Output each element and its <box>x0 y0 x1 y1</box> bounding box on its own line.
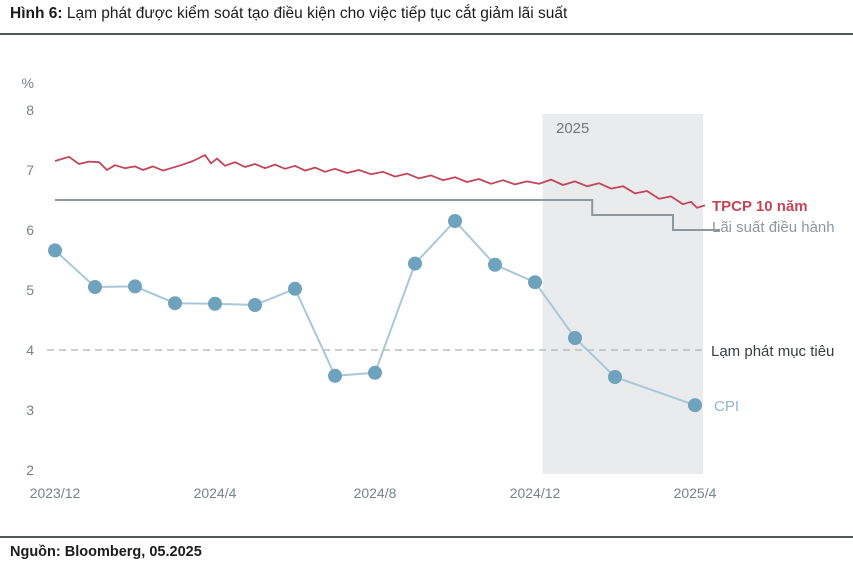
x-tick-label: 2025/4 <box>673 485 717 501</box>
y-tick-label: 5 <box>26 282 34 298</box>
cpi-line <box>54 219 696 407</box>
y-tick-label: 4 <box>26 342 34 358</box>
series-label-cpi: CPI <box>714 398 740 415</box>
source-note: Nguồn: Bloomberg, 05.2025 <box>10 544 202 560</box>
cpi-marker <box>88 280 102 294</box>
cpi-marker <box>608 370 622 384</box>
x-tick-label: 2024/4 <box>193 485 237 501</box>
cpi-marker <box>408 256 422 271</box>
x-tick-label: 2024/12 <box>509 485 561 501</box>
policy-rate-line <box>55 199 721 231</box>
bottom-divider <box>0 536 853 538</box>
cpi-marker <box>448 214 462 228</box>
cpi-marker <box>328 368 342 383</box>
forecast-band <box>542 114 703 474</box>
y-tick-label: 2 <box>26 462 34 478</box>
series-label-policy-rate: Lãi suất điều hành <box>712 219 835 236</box>
top-divider <box>0 33 853 35</box>
cpi-marker <box>128 279 142 294</box>
cpi-marker <box>488 257 502 272</box>
bond-yield-line <box>54 154 706 209</box>
series-label-bond-yield: TPCP 10 năm <box>712 198 808 215</box>
x-tick-label: 2023/12 <box>29 485 81 501</box>
y-tick-label: 8 <box>26 102 34 118</box>
cpi-marker <box>688 398 702 413</box>
cpi-marker <box>368 365 382 380</box>
figure-title-text: Lạm phát được kiểm soát tạo điều kiện ch… <box>62 5 568 22</box>
figure-title: Hình 6: Lạm phát được kiểm soát tạo điều… <box>10 5 567 23</box>
y-axis-unit-label: % <box>21 75 34 91</box>
cpi-marker <box>288 281 302 296</box>
x-tick-label: 2024/8 <box>353 485 397 501</box>
cpi-marker <box>168 296 182 311</box>
figure-number: Hình 6: <box>10 5 63 22</box>
y-tick-label: 6 <box>26 222 34 238</box>
cpi-marker <box>48 243 62 258</box>
cpi-marker <box>208 296 222 311</box>
cpi-marker <box>528 275 542 290</box>
y-tick-label: 7 <box>26 162 34 178</box>
y-tick-label: 3 <box>26 402 34 418</box>
forecast-band-label: 2025 <box>556 120 590 137</box>
target-line-label: Lạm phát mục tiêu <box>711 343 835 360</box>
cpi-marker <box>568 331 582 345</box>
cpi-marker <box>248 298 262 312</box>
